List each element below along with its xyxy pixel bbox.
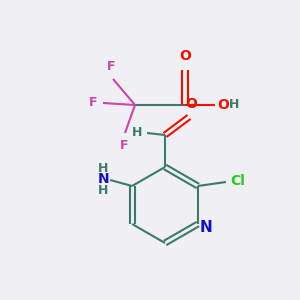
Text: N: N <box>97 172 109 186</box>
Text: F: F <box>88 97 97 110</box>
Text: N: N <box>200 220 212 236</box>
Text: F: F <box>107 60 115 73</box>
Text: O: O <box>217 98 229 112</box>
Text: H: H <box>229 98 239 112</box>
Text: H: H <box>98 184 108 197</box>
Text: O: O <box>179 49 191 63</box>
Text: H: H <box>98 161 108 175</box>
Text: F: F <box>120 139 128 152</box>
Text: H: H <box>132 127 142 140</box>
Text: O: O <box>185 97 197 111</box>
Text: Cl: Cl <box>230 174 245 188</box>
